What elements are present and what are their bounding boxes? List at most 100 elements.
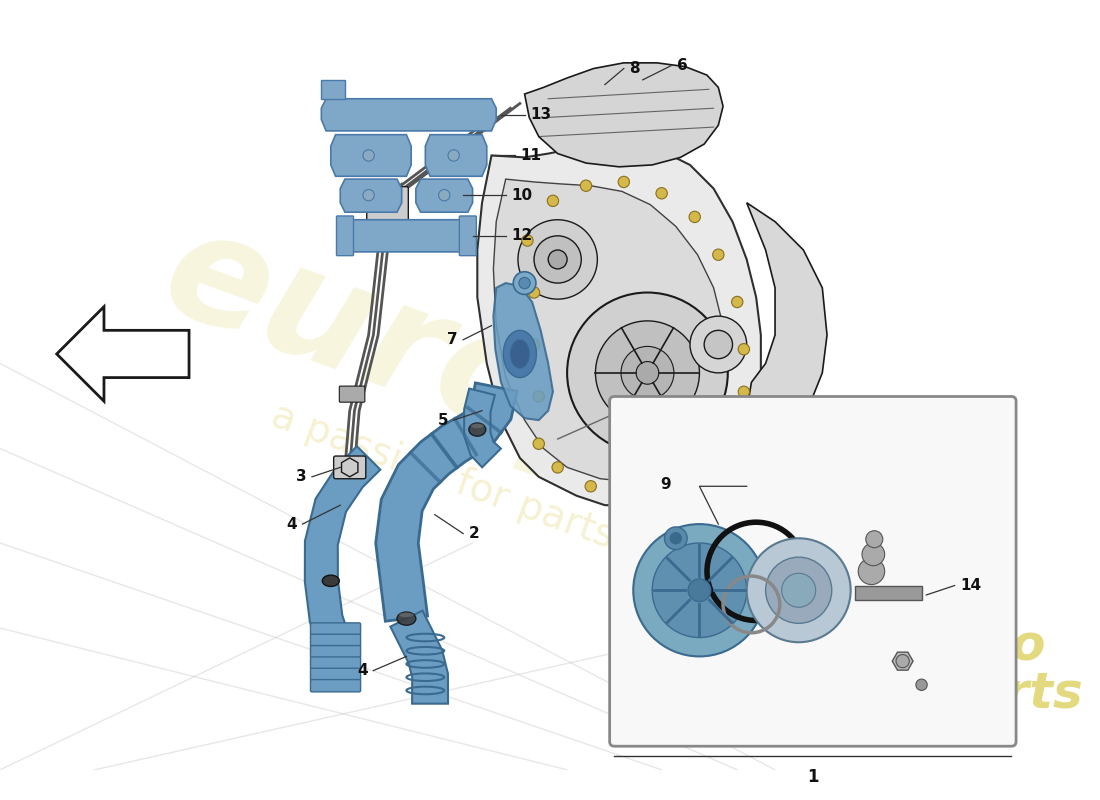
Circle shape: [514, 272, 536, 294]
Circle shape: [548, 250, 568, 269]
Text: europarts: europarts: [145, 196, 989, 625]
Text: 6: 6: [676, 58, 688, 73]
Text: 4: 4: [286, 517, 297, 531]
Circle shape: [363, 150, 374, 161]
Polygon shape: [305, 446, 381, 652]
Polygon shape: [321, 80, 345, 98]
Text: 7: 7: [447, 332, 458, 347]
Circle shape: [528, 287, 540, 298]
Circle shape: [634, 524, 766, 657]
Circle shape: [689, 579, 711, 602]
Circle shape: [766, 557, 832, 623]
Ellipse shape: [322, 575, 339, 586]
Text: 11: 11: [520, 148, 542, 163]
FancyBboxPatch shape: [333, 456, 366, 478]
Circle shape: [862, 543, 884, 566]
Circle shape: [534, 391, 544, 402]
Text: 2: 2: [469, 526, 480, 541]
Circle shape: [664, 527, 688, 550]
Ellipse shape: [504, 330, 537, 378]
Circle shape: [896, 654, 910, 668]
Circle shape: [521, 235, 534, 246]
Circle shape: [636, 362, 659, 384]
Polygon shape: [525, 63, 723, 167]
Circle shape: [585, 481, 596, 492]
Circle shape: [675, 478, 686, 490]
Polygon shape: [345, 220, 467, 252]
FancyBboxPatch shape: [310, 668, 361, 681]
Circle shape: [782, 574, 816, 607]
FancyBboxPatch shape: [310, 679, 361, 692]
Circle shape: [690, 316, 747, 373]
Circle shape: [439, 190, 450, 201]
FancyBboxPatch shape: [310, 657, 361, 669]
FancyBboxPatch shape: [339, 386, 365, 402]
Circle shape: [518, 220, 597, 299]
Circle shape: [732, 296, 742, 308]
Polygon shape: [321, 98, 496, 131]
Text: 8: 8: [629, 61, 640, 76]
Ellipse shape: [471, 423, 484, 428]
Text: 1985: 1985: [916, 722, 994, 751]
Circle shape: [656, 188, 668, 199]
Text: euro: euro: [916, 623, 1045, 671]
Circle shape: [866, 530, 883, 548]
Polygon shape: [892, 652, 913, 670]
FancyBboxPatch shape: [337, 216, 353, 256]
Circle shape: [618, 176, 629, 188]
Circle shape: [652, 543, 747, 638]
Polygon shape: [477, 144, 761, 505]
Text: parts: parts: [936, 670, 1084, 718]
Circle shape: [448, 150, 460, 161]
Circle shape: [713, 249, 724, 260]
Ellipse shape: [510, 340, 529, 368]
Polygon shape: [341, 458, 358, 477]
Circle shape: [581, 180, 592, 191]
Ellipse shape: [469, 423, 486, 436]
Circle shape: [548, 195, 559, 206]
Circle shape: [738, 386, 749, 398]
Polygon shape: [494, 283, 553, 420]
Text: 14: 14: [960, 578, 981, 593]
Circle shape: [689, 211, 701, 222]
Text: 4: 4: [358, 663, 367, 678]
Polygon shape: [376, 383, 517, 622]
Polygon shape: [340, 179, 402, 212]
Polygon shape: [747, 202, 827, 430]
Circle shape: [708, 457, 719, 468]
Circle shape: [528, 339, 540, 350]
FancyBboxPatch shape: [310, 646, 361, 658]
Circle shape: [727, 424, 738, 435]
Polygon shape: [426, 134, 487, 176]
Polygon shape: [464, 389, 500, 467]
FancyBboxPatch shape: [310, 634, 361, 646]
Polygon shape: [331, 134, 411, 176]
Circle shape: [858, 558, 884, 585]
Circle shape: [519, 278, 530, 289]
Text: a passion for parts since 1985: a passion for parts since 1985: [266, 396, 830, 633]
Ellipse shape: [397, 612, 416, 626]
Polygon shape: [494, 179, 726, 482]
Text: 9: 9: [660, 477, 671, 492]
Polygon shape: [57, 306, 189, 402]
Circle shape: [670, 533, 682, 544]
Circle shape: [738, 343, 749, 355]
Text: 12: 12: [512, 228, 532, 243]
Circle shape: [621, 346, 674, 399]
Polygon shape: [390, 610, 448, 704]
Circle shape: [595, 321, 700, 425]
FancyBboxPatch shape: [310, 623, 361, 635]
Polygon shape: [416, 179, 473, 212]
FancyBboxPatch shape: [366, 186, 408, 238]
Circle shape: [916, 679, 927, 690]
Text: 5: 5: [438, 413, 448, 428]
FancyBboxPatch shape: [460, 216, 476, 256]
Bar: [856, 586, 922, 600]
Circle shape: [628, 486, 639, 497]
Circle shape: [552, 462, 563, 473]
Circle shape: [704, 330, 733, 358]
FancyBboxPatch shape: [609, 397, 1016, 746]
Circle shape: [534, 438, 544, 450]
Circle shape: [534, 236, 581, 283]
Circle shape: [363, 190, 374, 201]
